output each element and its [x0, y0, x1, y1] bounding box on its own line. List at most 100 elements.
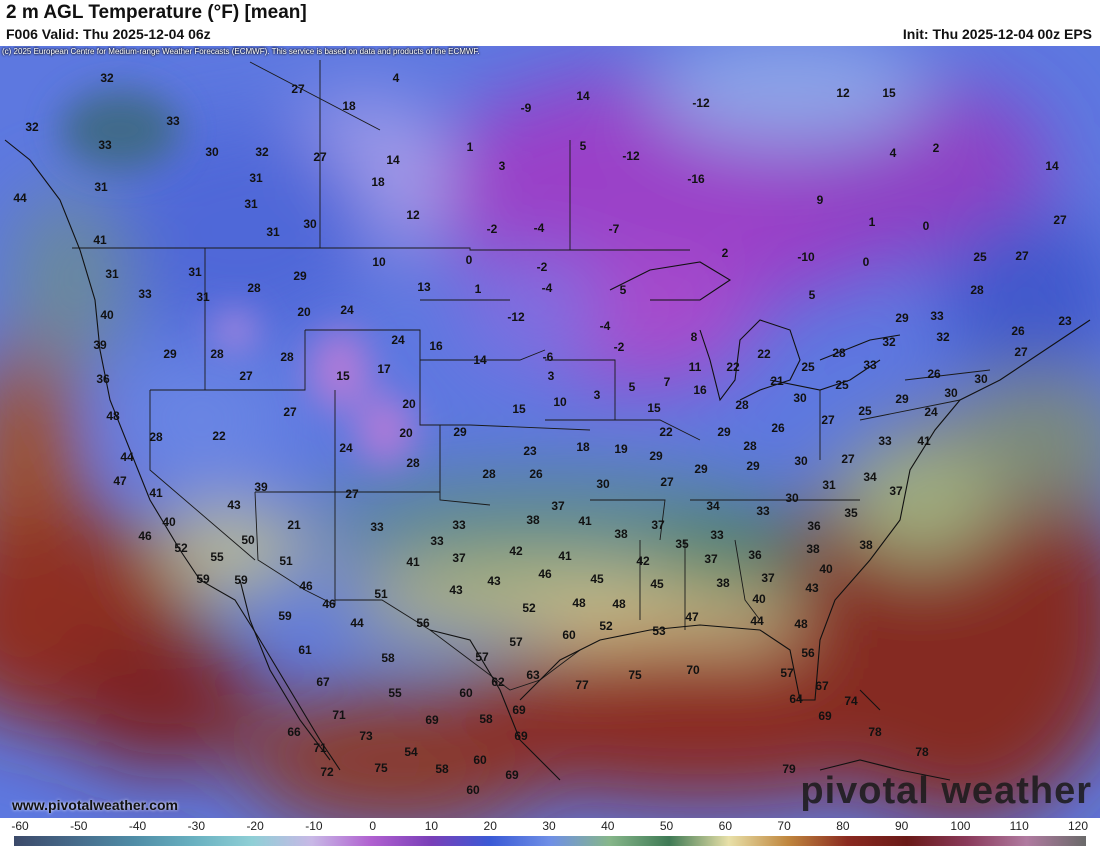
temperature-value: 35 — [675, 537, 689, 551]
temperature-value: 44 — [120, 450, 134, 464]
temperature-value: -16 — [687, 172, 705, 186]
temperature-value: 29 — [649, 449, 663, 463]
temperature-value: 36 — [807, 519, 821, 533]
colorbar-tick-label: -50 — [70, 819, 88, 833]
temperature-value: 27 — [821, 413, 835, 427]
temperature-value: 16 — [429, 339, 443, 353]
temperature-value: 31 — [244, 197, 258, 211]
temperature-value: 74 — [844, 694, 858, 708]
temperature-value: 46 — [138, 529, 152, 543]
temperature-value: 30 — [794, 454, 808, 468]
temperature-value: 60 — [459, 686, 473, 700]
temperature-value: 27 — [1014, 345, 1028, 359]
colorbar-tick-label: -30 — [187, 819, 205, 833]
colorbar-tick-label: 70 — [777, 819, 791, 833]
temperature-value: -2 — [537, 260, 548, 274]
temperature-value: 59 — [234, 573, 248, 587]
temperature-value: 38 — [806, 542, 820, 556]
temperature-map[interactable]: 32 4 27 18 14 -12 12 15 33 -9 1 5 -12 -16 4 2 14 32 33 30 32… — [0, 46, 1100, 818]
temperature-value: 16 — [693, 383, 707, 397]
temperature-value: 26 — [771, 421, 785, 435]
temperature-value: 28 — [970, 283, 984, 297]
temperature-value: 37 — [651, 518, 665, 532]
temperature-value: 44 — [13, 191, 27, 205]
temperature-value: 27 — [841, 452, 855, 466]
temperature-value: 28 — [743, 439, 757, 453]
temperature-value: 15 — [647, 401, 661, 415]
temperature-value: 27 — [1015, 249, 1029, 263]
temperature-value: 28 — [406, 456, 420, 470]
temperature-value: 34 — [863, 470, 877, 484]
temperature-value: 30 — [596, 477, 610, 491]
temperature-value: 44 — [750, 614, 764, 628]
temperature-value: 41 — [578, 514, 592, 528]
temperature-value: 46 — [299, 579, 313, 593]
temperature-value: 11 — [689, 360, 702, 374]
temperature-value: 31 — [105, 267, 119, 281]
temperature-value: 58 — [479, 712, 493, 726]
temperature-value: 5 — [620, 283, 627, 297]
temperature-value: -2 — [614, 340, 625, 354]
border-lines — [72, 60, 991, 691]
temperature-value: 1 — [475, 282, 482, 296]
temperature-value: 48 — [794, 617, 808, 631]
temperature-value: 26 — [529, 467, 543, 481]
temperature-value: 14 — [386, 153, 400, 167]
temperature-value: 5 — [629, 380, 636, 394]
temperature-value: 30 — [944, 386, 958, 400]
temperature-value: 47 — [685, 610, 699, 624]
temperature-value: 40 — [819, 562, 833, 576]
temperature-value: 20 — [402, 397, 416, 411]
temperature-value: 67 — [316, 675, 330, 689]
temperature-value: 0 — [923, 219, 930, 233]
temperature-value: 27 — [291, 82, 305, 96]
temperature-value: 44 — [350, 616, 364, 630]
temperature-value: 78 — [868, 725, 882, 739]
temperature-value: 10 — [372, 255, 386, 269]
temperature-value: 33 — [863, 358, 877, 372]
temperature-value: 31 — [188, 265, 202, 279]
temperature-value: 79 — [782, 762, 796, 776]
temperature-value: 30 — [793, 391, 807, 405]
temperature-value: 29 — [746, 459, 760, 473]
temperature-value: 5 — [580, 139, 587, 153]
temperature-value: 31 — [94, 180, 108, 194]
temperature-value: 58 — [381, 651, 395, 665]
temperature-value: 12 — [406, 208, 420, 222]
temperature-value: 55 — [210, 550, 224, 564]
copyright-notice: (c) 2025 European Centre for Medium-rang… — [2, 47, 480, 56]
temperature-value: 33 — [166, 114, 180, 128]
temperature-value: 57 — [509, 635, 523, 649]
temperature-value: 30 — [205, 145, 219, 159]
temperature-value: 3 — [499, 159, 506, 173]
temperature-value: 0 — [863, 255, 870, 269]
site-url[interactable]: www.pivotalweather.com — [12, 797, 178, 813]
temperature-value: 17 — [377, 362, 391, 376]
temperature-value: 48 — [106, 409, 120, 423]
temperature-value: 59 — [196, 572, 210, 586]
temperature-value: 21 — [287, 518, 301, 532]
temperature-value: 27 — [283, 405, 297, 419]
temperature-value: 62 — [491, 675, 505, 689]
temperature-value: 27 — [313, 150, 327, 164]
temperature-value: 31 — [822, 478, 836, 492]
temperature-value: 5 — [809, 288, 816, 302]
colorbar-tick-label: 30 — [542, 819, 556, 833]
temperature-value: 37 — [452, 551, 466, 565]
temperature-value: 45 — [650, 577, 664, 591]
temperature-value: 40 — [752, 592, 766, 606]
temperature-colorbar: -60 -50 -40 -30 -20 -10 0 10 20 30 40 50 60 70 80 90 100… — [0, 818, 1100, 850]
temperature-value: 51 — [374, 587, 388, 601]
temperature-value: -12 — [507, 310, 525, 324]
temperature-value: 50 — [241, 533, 255, 547]
temperature-value: 41 — [93, 233, 107, 247]
temperature-value: 75 — [374, 761, 388, 775]
temperature-value: 2 — [722, 246, 729, 260]
temperature-value: 40 — [162, 515, 176, 529]
colorbar-tick-label: -20 — [246, 819, 264, 833]
temperature-value: 69 — [425, 713, 439, 727]
valid-time: F006 Valid: Thu 2025-12-04 06z — [6, 26, 211, 42]
temperature-value: 28 — [832, 346, 846, 360]
map-header: 2 m AGL Temperature (°F) [mean] F006 Val… — [0, 0, 1100, 46]
